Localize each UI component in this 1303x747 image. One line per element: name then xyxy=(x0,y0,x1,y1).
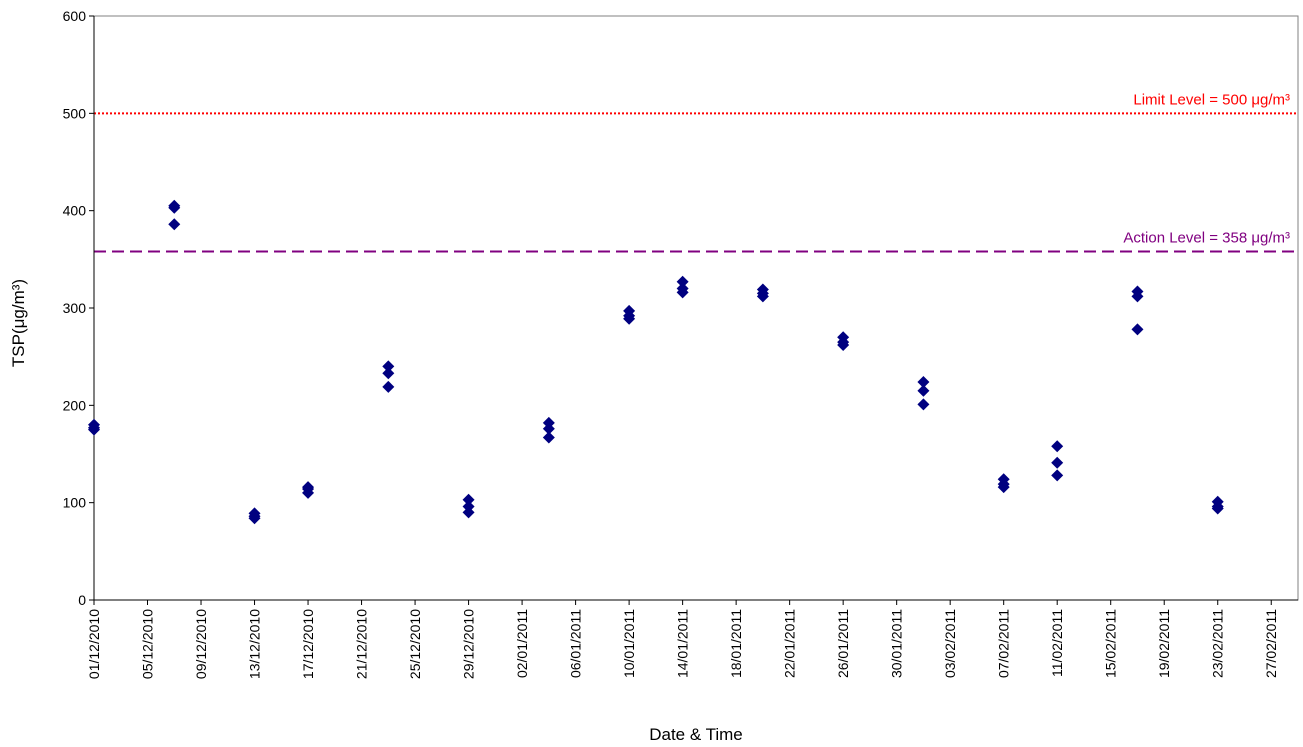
data-point xyxy=(917,384,930,397)
data-point xyxy=(1051,469,1064,482)
data-point xyxy=(997,473,1010,486)
data-point xyxy=(1051,456,1064,469)
data-points xyxy=(88,199,1224,525)
data-point xyxy=(382,360,395,373)
data-point xyxy=(462,493,475,506)
x-tick-label: 21/12/2010 xyxy=(354,609,370,679)
y-tick-label: 500 xyxy=(63,105,87,121)
data-point xyxy=(917,398,930,411)
x-tick-label: 25/12/2010 xyxy=(407,609,423,679)
data-point xyxy=(382,367,395,380)
x-tick-label: 03/02/2011 xyxy=(942,609,958,678)
x-tick-label: 02/01/2011 xyxy=(514,609,530,678)
data-point xyxy=(1051,440,1064,453)
data-point xyxy=(302,481,315,494)
data-point xyxy=(917,375,930,388)
data-point xyxy=(382,380,395,393)
x-tick-label: 09/12/2010 xyxy=(193,609,209,679)
x-tick-label: 29/12/2010 xyxy=(461,609,477,679)
data-point xyxy=(676,282,689,295)
reference-line-label: Action Level = 358 μg/m³ xyxy=(1123,230,1290,247)
plot-frame xyxy=(93,15,1299,601)
data-point xyxy=(542,416,555,429)
x-tick-label: 10/01/2011 xyxy=(621,609,637,678)
data-point xyxy=(248,507,261,520)
x-tick-label: 23/02/2011 xyxy=(1210,609,1226,678)
y-axis-title: TSP(μg/m³) xyxy=(9,279,28,367)
reference-line-label: Limit Level = 500 μg/m³ xyxy=(1133,91,1290,108)
x-tick-label: 05/12/2010 xyxy=(140,609,156,679)
y-tick-label: 0 xyxy=(78,592,86,608)
x-axis: 01/12/2010 05/12/2010 09/12/2010 13/12/2010… xyxy=(86,599,1298,679)
y-tick-label: 200 xyxy=(63,397,87,413)
x-tick-label: 07/02/2011 xyxy=(996,609,1012,678)
data-point xyxy=(756,283,769,296)
data-point xyxy=(1131,285,1144,298)
data-point xyxy=(462,500,475,513)
x-tick-label: 14/01/2011 xyxy=(675,609,691,678)
reference-lines: Limit Level = 500 μg/m³ Action Level = 35… xyxy=(94,91,1298,253)
x-tick-label: 18/01/2011 xyxy=(728,609,744,678)
x-axis-title: Date & Time xyxy=(649,725,743,744)
x-tick-label: 30/01/2011 xyxy=(889,609,905,678)
y-tick-label: 100 xyxy=(63,495,87,511)
data-point xyxy=(1131,323,1144,336)
y-tick-label: 600 xyxy=(63,8,87,24)
data-point xyxy=(168,199,181,212)
data-point xyxy=(88,418,100,431)
y-tick-label: 300 xyxy=(63,300,87,316)
data-point xyxy=(837,331,850,344)
data-point xyxy=(1211,495,1224,508)
x-tick-label: 01/12/2010 xyxy=(86,609,102,679)
x-tick-label: 26/01/2011 xyxy=(835,609,851,678)
x-tick-label: 17/12/2010 xyxy=(300,609,316,679)
x-tick-label: 19/02/2011 xyxy=(1156,609,1172,678)
x-tick-label: 27/02/2011 xyxy=(1263,609,1279,678)
y-axis: 0 100 200 300 400 500 600 xyxy=(63,8,95,608)
x-tick-label: 15/02/2011 xyxy=(1103,609,1119,678)
data-point xyxy=(676,275,689,288)
x-tick-label: 06/01/2011 xyxy=(568,609,584,678)
x-tick-label: 11/02/2011 xyxy=(1049,609,1065,677)
plot-area xyxy=(93,15,1299,601)
x-tick-label: 22/01/2011 xyxy=(782,609,798,678)
data-point xyxy=(168,218,181,231)
data-point xyxy=(623,304,636,317)
x-tick-label: 13/12/2010 xyxy=(247,609,263,679)
y-tick-label: 400 xyxy=(63,203,87,219)
data-point xyxy=(542,431,555,444)
